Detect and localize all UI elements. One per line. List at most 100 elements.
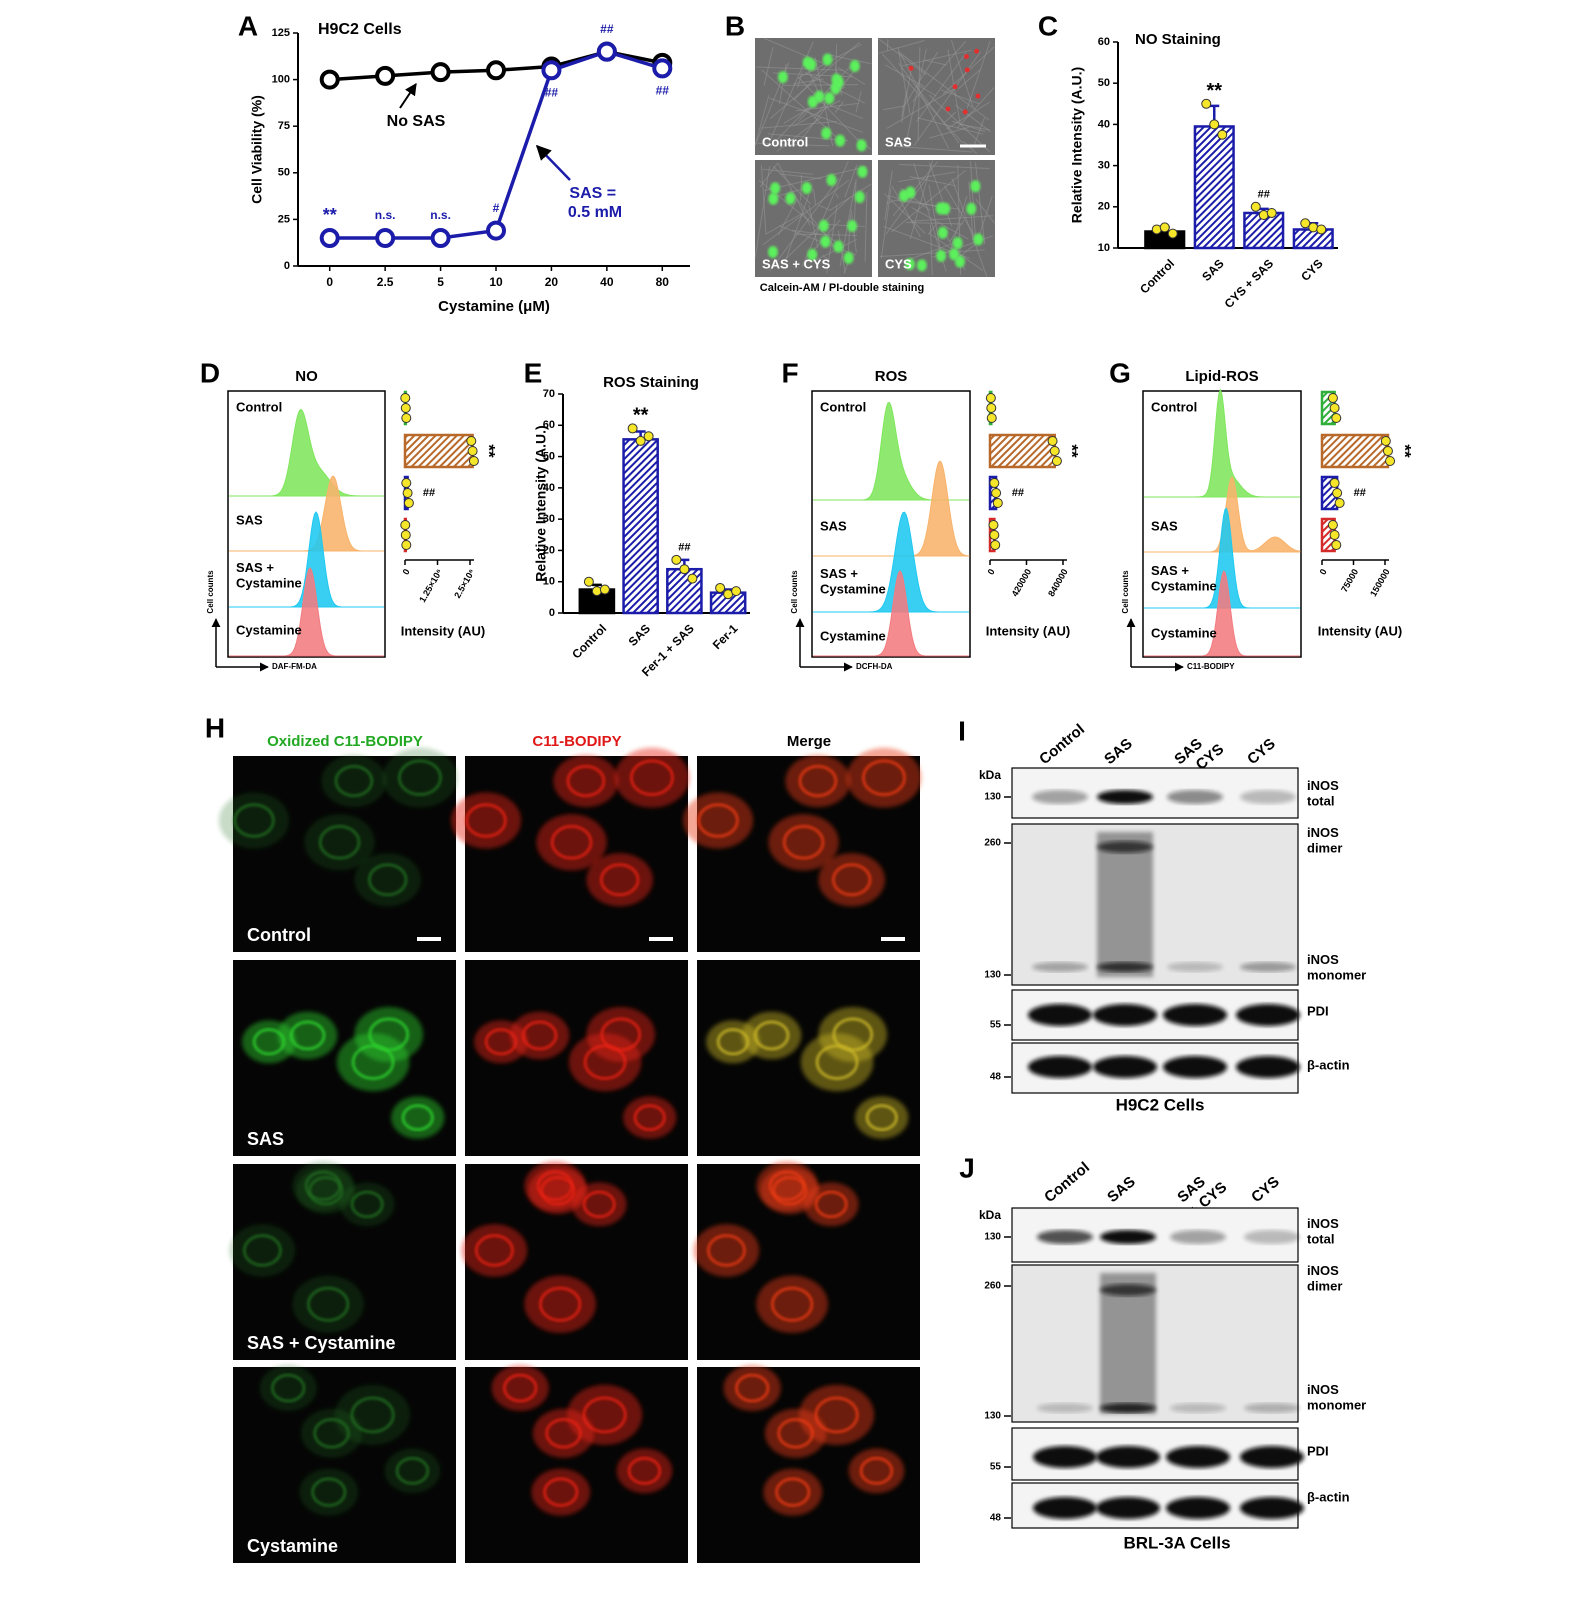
y-tick-label: 40	[543, 482, 555, 494]
blot-band	[1037, 1230, 1093, 1244]
cell	[354, 853, 422, 907]
lane-label: SAS	[1101, 735, 1136, 768]
x-tick-label: 40	[600, 275, 614, 289]
lane-label: Control	[1036, 721, 1088, 768]
blot-band	[1166, 1497, 1230, 1519]
row-label: SAS	[820, 518, 847, 533]
dead-cell	[974, 48, 980, 54]
replicate-point	[992, 498, 1003, 508]
y-axis-label: Cell Viability (%)	[249, 95, 265, 204]
row-label: SAS + Cystamine	[236, 560, 302, 591]
live-cell	[916, 259, 927, 272]
bar	[988, 433, 1056, 469]
y-tick-label: 100	[272, 74, 290, 86]
cell-texture	[897, 62, 960, 144]
image-label: SAS + CYS	[762, 256, 831, 271]
data-point	[486, 60, 506, 81]
replicate-point	[635, 435, 646, 446]
column-header: Oxidized C11-BODIPY	[267, 733, 423, 750]
replicate-point	[687, 573, 698, 584]
live-cell	[856, 139, 867, 152]
replicate-point	[400, 520, 411, 530]
band-label: β-actin	[1307, 1057, 1350, 1072]
blot-band	[1032, 962, 1088, 972]
cell-texture	[769, 41, 860, 119]
cell-texture	[754, 166, 771, 258]
bar	[1144, 230, 1186, 250]
row-label: SAS	[247, 1129, 284, 1149]
blot-band	[1240, 1497, 1304, 1519]
y-tick-label: 60	[1098, 36, 1110, 48]
blot-band	[1093, 1004, 1157, 1026]
significance-label: ##	[1012, 487, 1024, 499]
significance-label: ##	[600, 22, 614, 36]
text-line: dimer	[1307, 1279, 1342, 1294]
cell-texture	[754, 95, 770, 145]
cell	[321, 754, 387, 808]
cell-texture	[897, 171, 956, 183]
live-cell	[847, 219, 858, 232]
significance-label: **	[479, 444, 498, 458]
cell-texture	[798, 76, 863, 145]
marker-label: 48	[990, 1072, 1002, 1083]
cell	[259, 1365, 317, 1411]
bar	[622, 438, 659, 615]
x-tick-label: 0	[326, 275, 333, 289]
live-cell	[899, 189, 910, 202]
replicate-point	[731, 586, 742, 597]
live-cell	[937, 226, 948, 239]
live-cell	[768, 192, 779, 205]
replicate-point	[401, 540, 412, 550]
replicate-point	[1327, 520, 1338, 530]
x-tick-label: 80	[656, 275, 670, 289]
live-cell	[857, 165, 868, 178]
nucleus-ring	[629, 759, 675, 797]
x-tick-label: 150000	[1368, 567, 1392, 598]
replicate-point	[1331, 540, 1342, 550]
replicate-point	[1266, 207, 1277, 218]
text-line: iNOS	[1307, 952, 1342, 967]
cell	[848, 1448, 905, 1494]
x-tick-label: 5	[437, 275, 444, 289]
blot-smear	[1097, 832, 1153, 977]
histogram-x-label: DCFH-DA	[856, 662, 893, 671]
text-line: total	[1307, 1232, 1334, 1247]
cell-texture	[763, 37, 828, 66]
y-tick-label: 0	[549, 607, 555, 619]
cell	[760, 1167, 820, 1215]
text-line: 0.5 mM	[568, 204, 622, 221]
row-label: Control	[820, 399, 866, 414]
blot-band	[1028, 1004, 1092, 1026]
cell-texture	[759, 162, 779, 188]
data-point	[319, 69, 340, 90]
significance-label: ##	[423, 487, 435, 499]
cell	[299, 1468, 359, 1516]
cell	[818, 1006, 888, 1062]
column-header: C11-BODIPY	[532, 733, 621, 750]
replicate-point	[679, 564, 690, 575]
replicate-point	[1329, 478, 1340, 488]
cell	[450, 792, 522, 849]
replicate-point	[1049, 446, 1060, 456]
chart-title: ROS	[875, 368, 908, 385]
nucleus-ring	[566, 764, 606, 798]
cell-texture	[762, 168, 813, 175]
cell	[763, 1468, 823, 1516]
marker-label: 130	[984, 970, 1001, 981]
cell-texture	[956, 87, 995, 129]
blot-smear	[1100, 1273, 1156, 1414]
nucleus-ring	[859, 1456, 894, 1485]
nucleus-ring	[367, 863, 408, 897]
bar	[1193, 125, 1235, 250]
x-tick-label: 0	[1318, 567, 1329, 576]
cell-texture	[757, 142, 830, 147]
cell	[682, 792, 754, 849]
x-axis-label: Intensity (AU)	[986, 623, 1071, 638]
cell-texture	[895, 145, 973, 153]
cell	[846, 747, 922, 808]
cell-texture	[958, 69, 981, 90]
cell	[764, 1408, 827, 1458]
replicate-point	[989, 530, 1000, 540]
data-point	[596, 41, 617, 62]
